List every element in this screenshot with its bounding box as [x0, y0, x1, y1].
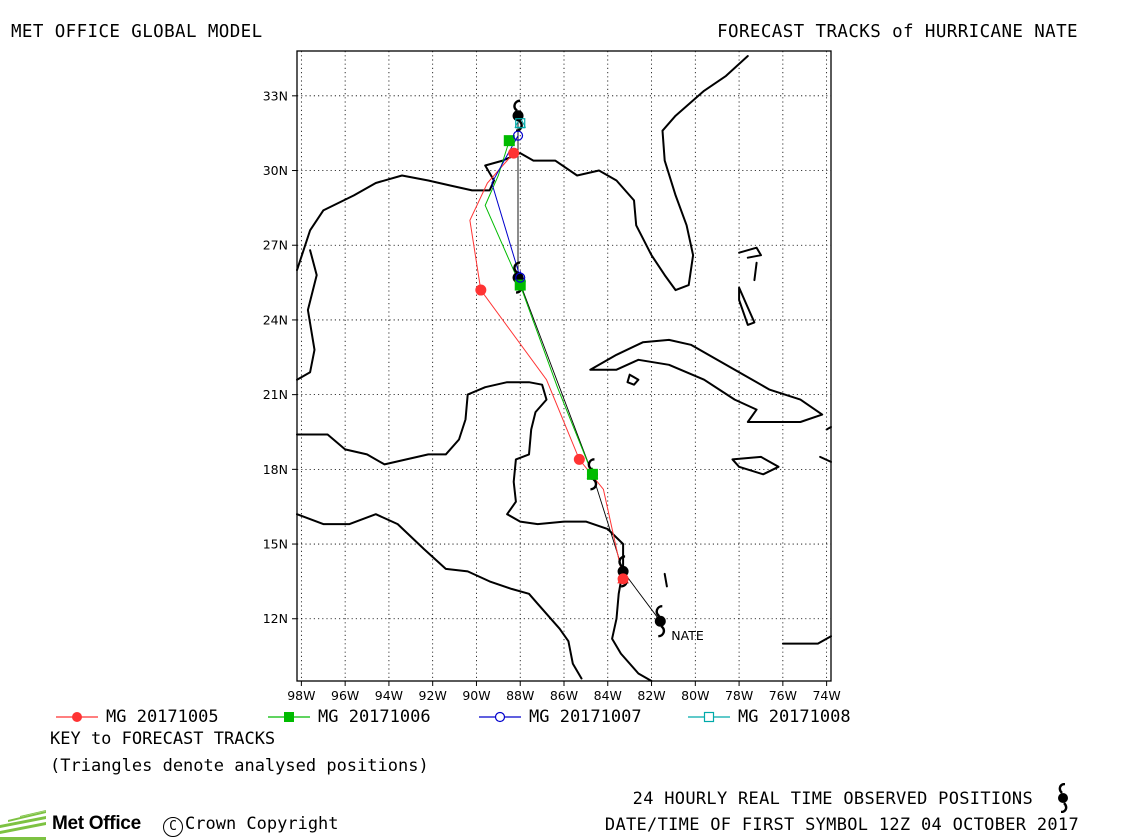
- lon-tick-label: 74W: [812, 688, 840, 700]
- model-title: MET OFFICE GLOBAL MODEL: [11, 22, 263, 42]
- coastline: [781, 635, 832, 645]
- coastline: [753, 261, 758, 282]
- lon-tick-label: 96W: [331, 688, 359, 700]
- hurricane-symbol-icon: [1058, 783, 1068, 813]
- grid-layer: [297, 51, 831, 681]
- map-frame: [296, 50, 832, 682]
- observed-track-line: [517, 115, 661, 622]
- lon-tick-label: 88W: [506, 688, 534, 700]
- legend-label: MG 20171006: [318, 707, 431, 727]
- copyright-symbol: C: [163, 817, 183, 837]
- lat-tick-label: 12N: [263, 611, 288, 626]
- axis-tick-labels: 98W 96W 94W 92W 90W 88W 86W 84W 82W 80W 78W 76W 74W 1…: [263, 88, 841, 700]
- legend-item-mg-20171007: MG 20171007: [479, 706, 642, 728]
- first-symbol-date: DATE/TIME OF FIRST SYMBOL 12Z 04 OCTOBER…: [604, 815, 1079, 835]
- legend-marker-green-square: [268, 712, 310, 722]
- forecast-track-map: 98W 96W 94W 92W 90W 88W 86W 84W 82W 80W 78W 76W 74W 1…: [263, 50, 841, 700]
- forecast-point-red: [475, 284, 487, 296]
- lat-tick-label: 21N: [263, 387, 288, 402]
- lat-tick-label: 27N: [263, 238, 288, 253]
- lon-tick-label: 86W: [550, 688, 578, 700]
- coastline: [731, 455, 780, 476]
- lat-tick-label: 33N: [263, 88, 288, 103]
- forecast-point-cyan: [515, 118, 526, 129]
- lat-tick-label: 24N: [263, 312, 288, 327]
- hurricane-symbol-icon: [654, 605, 666, 638]
- forecast-point-red: [617, 573, 629, 585]
- lon-tick-label: 78W: [725, 688, 753, 700]
- legend-label: MG 20171008: [738, 707, 851, 727]
- coastline: [296, 513, 583, 680]
- key-note: (Triangles denote analysed positions): [50, 756, 429, 776]
- forecast-point-red: [573, 453, 585, 465]
- lon-tick-label: 92W: [419, 688, 447, 700]
- coastline-layer: [296, 55, 832, 682]
- legend-label: MG 20171007: [529, 707, 642, 727]
- forecast-point-blue: [515, 272, 526, 283]
- lat-tick-label: 15N: [263, 537, 288, 552]
- met-office-brand: Met Office: [52, 813, 141, 834]
- coastline: [738, 246, 762, 259]
- coastline: [296, 249, 318, 381]
- lon-tick-label: 84W: [594, 688, 622, 700]
- key-title: KEY to FORECAST TRACKS: [50, 729, 276, 749]
- legend-label: MG 20171005: [106, 707, 219, 727]
- coastline: [589, 338, 824, 423]
- lon-tick-label: 80W: [681, 688, 709, 700]
- crown-copyright: C Crown Copyright: [163, 814, 339, 837]
- lon-tick-label: 98W: [287, 688, 315, 700]
- lon-tick-label: 76W: [769, 688, 797, 700]
- chart-title: FORECAST TRACKS of HURRICANE NATE: [717, 22, 1078, 42]
- legend-item-mg-20171005: MG 20171005: [56, 706, 219, 728]
- coastline: [626, 373, 640, 386]
- forecast-track-line: [484, 140, 593, 475]
- lon-tick-label: 94W: [375, 688, 403, 700]
- lat-tick-label: 18N: [263, 462, 288, 477]
- forecast-track-line: [469, 152, 624, 580]
- met-office-logo-icon: [0, 810, 46, 840]
- coastline: [663, 572, 668, 588]
- forecast-point-green: [514, 279, 526, 291]
- lon-tick-label: 90W: [462, 688, 490, 700]
- legend-item-mg-20171008: MG 20171008: [688, 706, 851, 728]
- track-layer: NATE: [469, 99, 704, 643]
- coastline: [296, 55, 749, 292]
- lon-tick-label: 82W: [637, 688, 665, 700]
- legend-marker-blue-circle: [479, 711, 521, 723]
- legend-marker-cyan-square: [688, 711, 730, 723]
- lat-tick-label: 30N: [263, 163, 288, 178]
- forecast-point-green: [503, 135, 515, 147]
- storm-name-label: NATE: [671, 628, 704, 643]
- coastline: [296, 381, 653, 682]
- coastline: [825, 426, 832, 431]
- copyright-text: Crown Copyright: [185, 814, 339, 834]
- forecast-point-green: [586, 468, 598, 480]
- legend-marker-red-circle: [56, 712, 98, 722]
- coastline: [819, 455, 832, 463]
- forecast-point-red: [508, 147, 520, 159]
- legend-item-mg-20171006: MG 20171006: [268, 706, 431, 728]
- forecast-point-blue: [512, 130, 524, 141]
- observed-positions-label: 24 HOURLY REAL TIME OBSERVED POSITIONS: [632, 789, 1033, 809]
- coastline: [738, 286, 756, 326]
